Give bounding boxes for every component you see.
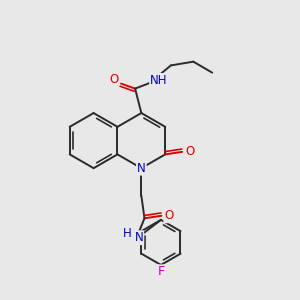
Text: NH: NH	[150, 74, 168, 87]
Text: O: O	[109, 73, 119, 86]
Text: O: O	[164, 209, 174, 222]
Text: F: F	[158, 265, 164, 278]
Text: N: N	[134, 231, 143, 244]
Text: N: N	[137, 162, 146, 175]
Text: H: H	[123, 227, 132, 240]
Text: O: O	[185, 146, 194, 158]
